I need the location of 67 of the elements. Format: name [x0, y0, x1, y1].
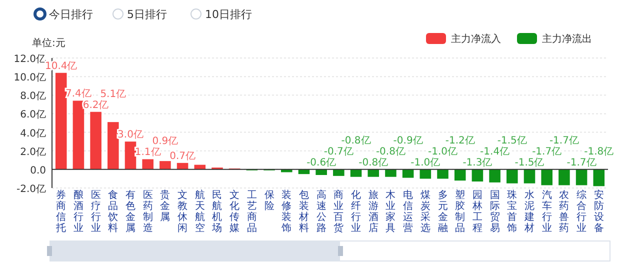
x-tick-label: 综合行业	[576, 189, 587, 234]
y-tick-label: 6.0亿	[20, 110, 46, 121]
x-tick-label: 汽车行业	[542, 189, 552, 234]
x-tick-label: 旅游酒店	[368, 189, 378, 234]
x-tick-label: 券商信托	[55, 189, 66, 234]
text: 单位:元	[32, 37, 66, 49]
x-tick-label: 医疗行业	[90, 190, 101, 234]
data-label: -0.8亿	[376, 146, 406, 158]
x-tick-label: 装修装饰	[280, 189, 292, 234]
x-tick-label: 塑胶制品	[455, 189, 466, 234]
x-tick-label: 医药制造	[142, 190, 153, 234]
data-label: -0.8亿	[341, 135, 371, 146]
y-tick-label: -2.0亿	[16, 184, 46, 195]
x-tick-label: 食品饮料	[107, 189, 118, 234]
x-tick-label: 保险	[264, 190, 274, 212]
data-label: -1.5亿	[497, 135, 527, 146]
x-tick-label: 文化传媒	[230, 189, 240, 234]
data-label: -1.3亿	[462, 157, 492, 168]
data-label: -1.7亿	[549, 135, 579, 146]
radio-button: 10日排行	[190, 8, 252, 21]
legend-label: 主力净流入	[451, 33, 501, 45]
y-tick-label: 4.0亿	[20, 128, 46, 140]
data-label: 5.1亿	[100, 88, 126, 100]
data-label: -1.0亿	[410, 157, 440, 168]
data-label: 0.7亿	[170, 150, 196, 162]
x-tick-label: 航天航空	[194, 189, 205, 234]
legend-label: 主力净流出	[542, 33, 592, 45]
x-tick-label: 水泥建材	[524, 189, 534, 234]
x-tick-label: 电信运营	[403, 189, 414, 234]
y-tick-label: 12.0亿	[14, 54, 46, 65]
radio-button: 今日排行	[34, 8, 93, 21]
radio-button: 5日排行	[112, 8, 167, 21]
data-label: -1.4亿	[480, 146, 510, 158]
y-tick-label: 0.0	[30, 165, 46, 176]
x-tick-label: 高速公路	[316, 189, 326, 234]
x-tick-label: 多元金融	[438, 189, 448, 234]
x-tick-label: 珠宝首饰	[506, 189, 518, 234]
data-label: 0.9亿	[152, 136, 178, 148]
y-tick-label: 10.0亿	[14, 72, 46, 84]
x-tick-label: 贵金属	[160, 189, 170, 223]
data-label: 1.1亿	[134, 147, 161, 158]
data-label: -0.7亿	[324, 146, 354, 158]
x-tick-label: 木业家具	[386, 189, 396, 234]
x-tick-label: 国际贸易	[490, 190, 500, 234]
data-label: -1.7亿	[532, 146, 562, 158]
data-label: -0.8亿	[358, 157, 388, 168]
data-label: -0.6亿	[306, 157, 336, 168]
data-label: -1.2亿	[445, 135, 475, 146]
x-tick-label: 园林工程	[471, 190, 482, 234]
data-label: -1.8亿	[584, 146, 614, 158]
x-tick-label: 化纤行业	[351, 189, 362, 234]
x-tick-label: 工艺商品	[246, 190, 257, 234]
data-label: -1.0亿	[428, 146, 458, 158]
x-tick-label: 安防设备	[594, 189, 604, 234]
x-tick-label: 文教休闲	[178, 189, 188, 234]
x-tick-label: 酿酒行业	[73, 189, 84, 234]
x-tick-label: 商业百货	[334, 189, 344, 234]
y-tick-label: 8.0亿	[20, 91, 46, 102]
x-tick-label: 农药兽药	[559, 190, 570, 234]
x-tick-label: 煤炭采选	[420, 189, 430, 234]
x-tick-label: 民航机场	[211, 190, 222, 234]
data-label: -1.5亿	[514, 157, 544, 168]
data-label: -1.7亿	[566, 157, 596, 168]
x-tick-label: 有色金属	[126, 189, 136, 234]
data-label: -0.9亿	[393, 135, 423, 146]
y-tick-label: 2.0亿	[20, 146, 46, 158]
x-tick-label: 包装材料	[298, 189, 309, 234]
